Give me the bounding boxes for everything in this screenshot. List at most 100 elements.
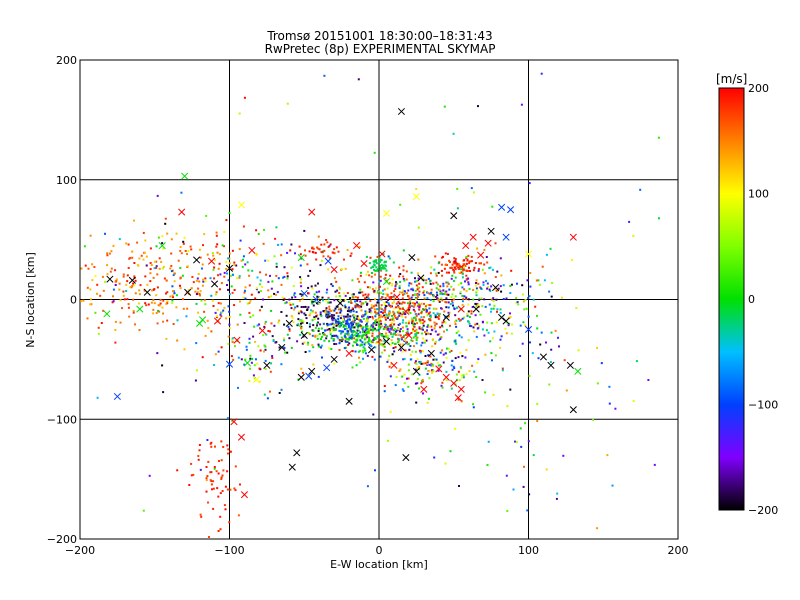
data-point-dot (239, 300, 241, 303)
data-point-dot (347, 324, 350, 327)
data-point-dot (317, 345, 320, 348)
data-point-dot (445, 301, 448, 304)
data-point-dot (422, 337, 425, 340)
data-point-dot (383, 343, 386, 346)
data-point-dot (426, 360, 429, 363)
data-point-dot (155, 294, 158, 297)
data-point-dot (314, 326, 317, 329)
data-point-dot (387, 301, 390, 304)
data-point-cross (427, 349, 435, 357)
data-point-dot (353, 337, 356, 340)
data-point-dot (166, 232, 169, 235)
data-point-dot (242, 296, 245, 299)
data-point-dot (384, 264, 387, 267)
data-point-dot (473, 266, 476, 269)
data-point-dot (195, 279, 198, 282)
data-point-dot (186, 307, 189, 310)
data-point-dot (414, 289, 417, 292)
data-point-dot (211, 299, 214, 302)
data-point-dot (384, 273, 387, 276)
data-point-dot (407, 332, 410, 335)
data-point-dot (379, 266, 382, 269)
data-point-dot (314, 284, 317, 287)
data-point-cross (305, 372, 313, 380)
data-point-dot (366, 336, 369, 339)
data-point-dot (326, 288, 329, 291)
data-point-dot (486, 261, 489, 264)
data-point-dot (215, 231, 218, 234)
data-point-dot (342, 326, 345, 328)
data-point-dot (289, 303, 292, 306)
data-point-dot (451, 293, 454, 296)
data-point-dot (376, 255, 379, 258)
data-point-dot (445, 293, 448, 296)
data-point-dot (541, 265, 544, 268)
data-point-dot (397, 312, 400, 315)
data-point-dot (366, 286, 369, 289)
data-point-dot (288, 298, 291, 301)
data-point-dot (417, 277, 420, 280)
data-point-dot (155, 312, 158, 314)
data-point-dot (214, 259, 216, 261)
data-point-dot (121, 307, 123, 310)
data-point-dot (201, 284, 204, 287)
data-point-dot (492, 297, 495, 300)
data-point-dot (157, 236, 160, 239)
data-point-dot (413, 280, 416, 283)
data-point-dot (354, 341, 357, 344)
data-point-dot (274, 237, 277, 240)
data-point-dot (428, 292, 431, 295)
data-point-cross (484, 239, 492, 247)
data-point-cross (397, 343, 405, 351)
data-point-dot (338, 292, 341, 294)
data-point-dot (391, 282, 394, 285)
data-point-dot (131, 256, 134, 259)
data-point-dot (493, 330, 496, 333)
data-point-dot (354, 304, 357, 307)
data-point-dot (359, 300, 362, 303)
data-point-dot (520, 103, 523, 106)
data-point-dot (96, 283, 99, 286)
data-point-dot (335, 334, 338, 337)
data-point-dot (205, 490, 208, 493)
data-point-dot (391, 317, 394, 320)
data-point-dot (422, 291, 425, 294)
data-point-dot (458, 319, 461, 322)
data-point-dot (390, 305, 392, 308)
data-point-dot (469, 325, 471, 327)
data-point-dot (380, 304, 383, 307)
data-point-dot (402, 319, 405, 322)
data-point-dot (202, 244, 204, 247)
data-point-dot (311, 344, 314, 347)
data-point-cross (288, 463, 296, 471)
data-point-dot (228, 293, 231, 296)
data-point-dot (210, 445, 213, 448)
data-point-dot (225, 268, 228, 270)
data-point-dot (327, 296, 330, 299)
data-point-dot (400, 349, 402, 352)
data-point-dot (356, 305, 359, 308)
data-point-dot (399, 346, 402, 349)
data-point-dot (162, 299, 165, 302)
data-point-dot (374, 469, 376, 472)
data-point-dot (500, 290, 503, 293)
data-point-dot (508, 316, 511, 319)
data-point-dot (342, 299, 345, 302)
data-point-cross (382, 209, 391, 217)
data-point-dot (450, 277, 453, 280)
data-point-dot (372, 325, 374, 328)
data-point-dot (401, 343, 404, 346)
data-point-dot (311, 319, 314, 322)
data-point-dot (318, 299, 321, 302)
data-point-dot (458, 263, 460, 266)
data-point-dot (442, 289, 445, 292)
data-point-dot (472, 289, 475, 291)
data-point-dot (332, 339, 335, 342)
data-point-dot (310, 285, 313, 288)
data-point-dot (410, 317, 413, 320)
data-point-dot (441, 349, 444, 352)
data-point-cross (442, 313, 450, 322)
data-point-dot (229, 488, 232, 491)
data-point-dot (354, 350, 357, 353)
data-point-dot (301, 293, 304, 296)
